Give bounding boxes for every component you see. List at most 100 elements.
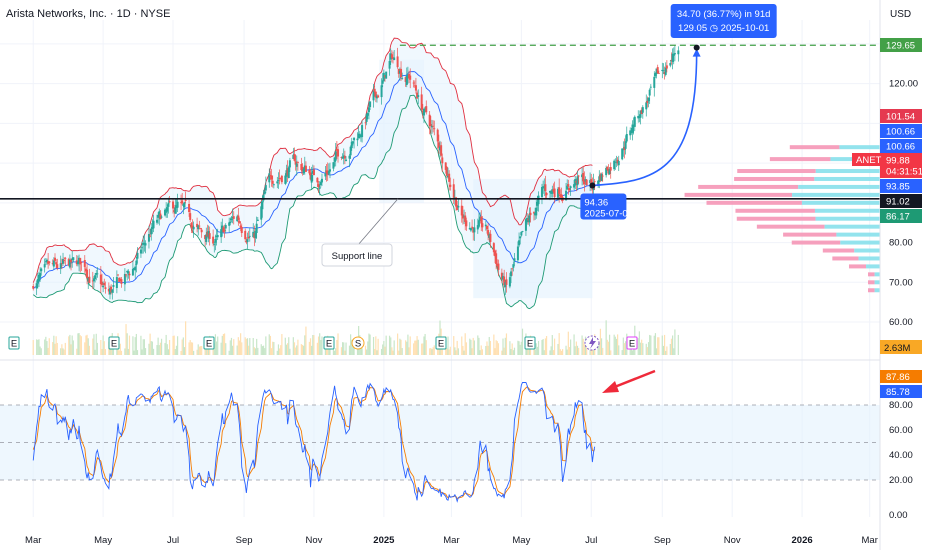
volume-bar bbox=[159, 342, 162, 355]
volume-bar bbox=[431, 349, 433, 355]
volume-bar bbox=[456, 340, 458, 355]
candle-body bbox=[247, 236, 250, 239]
volume-bars bbox=[32, 320, 679, 355]
start-label-box bbox=[580, 193, 627, 220]
volume-bar bbox=[496, 341, 498, 355]
candle-body bbox=[87, 277, 90, 281]
candle-body bbox=[64, 257, 67, 259]
candle-body bbox=[168, 201, 171, 203]
profile-bar-down bbox=[854, 248, 880, 253]
volume-bar bbox=[366, 349, 368, 355]
price-tag bbox=[880, 109, 922, 123]
candle-body bbox=[479, 216, 482, 221]
volume-bar bbox=[501, 350, 503, 355]
candle-body bbox=[436, 129, 439, 142]
volume-bar bbox=[313, 335, 315, 355]
volume-bar bbox=[156, 345, 158, 355]
candle-body bbox=[182, 204, 185, 206]
candle-body bbox=[294, 161, 297, 165]
candle-body bbox=[528, 215, 531, 223]
volume-bar bbox=[328, 349, 330, 355]
volume-bar bbox=[613, 334, 615, 355]
candle-body bbox=[78, 257, 81, 264]
profile-bar-down bbox=[815, 216, 880, 221]
volume-bar bbox=[47, 347, 49, 355]
candle-body bbox=[672, 53, 675, 56]
volume-bar bbox=[265, 336, 267, 355]
volume-bar bbox=[54, 343, 56, 355]
volume-bar bbox=[567, 331, 569, 355]
stoch-y-tick: 20.00 bbox=[889, 475, 913, 486]
volume-bar bbox=[213, 343, 215, 355]
volume-bar bbox=[605, 320, 607, 355]
volume-bar bbox=[198, 346, 200, 355]
price-tag bbox=[880, 139, 922, 153]
volume-bar bbox=[586, 344, 588, 355]
candle-body bbox=[582, 173, 585, 182]
volume-bar bbox=[625, 341, 627, 355]
x-tick-label: 2025 bbox=[373, 535, 395, 546]
volume-bar bbox=[453, 336, 455, 355]
volume-bar bbox=[647, 342, 650, 355]
volume-bar bbox=[246, 338, 249, 355]
candle-body bbox=[350, 141, 353, 149]
candle-body bbox=[70, 259, 73, 263]
candle-body bbox=[623, 146, 626, 151]
volume-bar bbox=[542, 339, 544, 355]
profile-bar-down bbox=[798, 184, 880, 189]
candle-body bbox=[310, 174, 313, 183]
candle-body bbox=[223, 230, 226, 232]
candle-body bbox=[278, 178, 281, 179]
candle-body bbox=[615, 161, 618, 163]
volume-bar bbox=[368, 333, 370, 355]
event-marker-label: E bbox=[629, 339, 635, 350]
volume-bar bbox=[79, 335, 81, 355]
volume-bar bbox=[654, 333, 657, 355]
volume-bar bbox=[388, 335, 391, 355]
price-tag-label: 129.65 bbox=[886, 41, 915, 52]
profile-bar-down bbox=[836, 232, 880, 237]
candle-body bbox=[585, 179, 588, 186]
volume-bar bbox=[281, 334, 283, 355]
candle-body bbox=[496, 264, 499, 267]
candle-body bbox=[385, 71, 388, 79]
candle-body bbox=[216, 235, 219, 238]
candle-body bbox=[174, 207, 177, 214]
x-tick-label: Mar bbox=[25, 535, 41, 546]
candle-body bbox=[276, 181, 279, 184]
volume-bar bbox=[478, 337, 480, 355]
support-line-label: Support line bbox=[332, 251, 383, 262]
candle-body bbox=[342, 155, 345, 158]
candle-body bbox=[460, 205, 463, 216]
volume-bar bbox=[401, 348, 403, 355]
volume-bar bbox=[598, 342, 600, 355]
candle-body bbox=[669, 63, 672, 66]
candle-body bbox=[398, 71, 401, 74]
candle-body bbox=[552, 189, 555, 192]
price-tag-label: 101.54 bbox=[886, 112, 915, 123]
volume-bar bbox=[257, 347, 259, 355]
candle-body bbox=[56, 264, 59, 269]
candle-body bbox=[123, 273, 126, 285]
volume-bar bbox=[264, 348, 266, 355]
candle-body bbox=[437, 142, 440, 148]
profile-bar-up bbox=[822, 248, 855, 253]
volume-bar bbox=[56, 342, 58, 355]
candle-body bbox=[463, 215, 466, 217]
candle-body bbox=[677, 50, 680, 55]
volume-tag-label: 2.63M bbox=[884, 343, 910, 354]
volume-bar bbox=[617, 334, 619, 355]
volume-bar bbox=[149, 333, 151, 355]
drawings[interactable]: Support line 34.70 (36.77%) in 91d 129.05 … bbox=[0, 4, 880, 267]
candle-body bbox=[152, 220, 155, 229]
volume-bar bbox=[292, 337, 294, 355]
candle-body bbox=[397, 68, 400, 74]
candle-body bbox=[648, 89, 651, 96]
volume-bar bbox=[602, 347, 604, 355]
candle-body bbox=[581, 174, 584, 178]
volume-bar bbox=[658, 337, 660, 355]
volume-profile bbox=[684, 145, 880, 293]
